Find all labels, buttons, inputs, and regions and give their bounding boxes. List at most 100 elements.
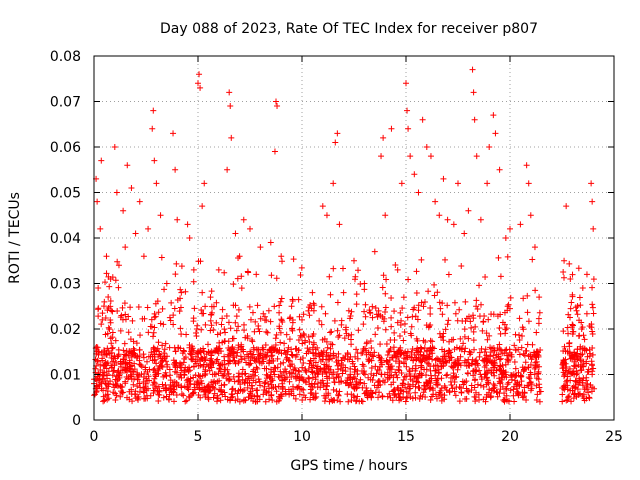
data-point bbox=[496, 166, 503, 173]
data-point bbox=[338, 357, 345, 364]
data-point bbox=[288, 351, 295, 358]
data-point bbox=[589, 284, 596, 291]
data-point bbox=[516, 383, 523, 390]
data-point bbox=[560, 348, 567, 355]
data-point bbox=[293, 384, 300, 391]
data-point bbox=[453, 373, 460, 380]
data-point bbox=[198, 355, 205, 362]
data-point bbox=[401, 355, 408, 362]
data-point bbox=[436, 299, 443, 306]
data-point bbox=[505, 357, 512, 364]
data-point bbox=[367, 310, 374, 317]
data-point bbox=[171, 305, 178, 312]
data-point bbox=[95, 306, 102, 313]
data-point bbox=[274, 103, 281, 110]
data-point bbox=[270, 346, 277, 353]
data-point bbox=[574, 311, 581, 318]
data-point bbox=[251, 372, 258, 379]
data-point bbox=[243, 359, 250, 366]
data-point bbox=[96, 376, 103, 383]
data-point bbox=[346, 375, 353, 382]
data-point bbox=[584, 353, 591, 360]
data-point bbox=[451, 388, 458, 395]
data-point bbox=[233, 352, 240, 359]
data-point bbox=[563, 378, 570, 385]
data-point bbox=[228, 134, 235, 141]
data-point bbox=[456, 398, 463, 405]
data-point bbox=[166, 366, 173, 373]
data-point bbox=[559, 391, 566, 398]
data-point bbox=[456, 383, 463, 390]
data-point bbox=[339, 265, 346, 272]
data-point bbox=[571, 358, 578, 365]
data-point bbox=[160, 394, 167, 401]
data-point bbox=[132, 388, 139, 395]
data-point bbox=[378, 361, 385, 368]
data-point bbox=[496, 356, 503, 363]
data-point bbox=[254, 302, 261, 309]
data-point bbox=[260, 354, 267, 361]
data-point bbox=[560, 328, 567, 335]
data-point bbox=[404, 314, 411, 321]
data-point bbox=[248, 337, 255, 344]
data-point bbox=[532, 287, 539, 294]
data-point bbox=[124, 162, 131, 169]
data-point bbox=[503, 325, 510, 332]
data-point bbox=[160, 321, 167, 328]
data-point bbox=[522, 359, 529, 366]
data-point bbox=[470, 372, 477, 379]
data-point bbox=[178, 289, 185, 296]
data-point bbox=[470, 312, 477, 319]
data-point bbox=[219, 372, 226, 379]
data-point bbox=[269, 352, 276, 359]
data-point bbox=[261, 383, 268, 390]
data-point bbox=[214, 395, 221, 402]
data-point bbox=[450, 370, 457, 377]
data-point bbox=[164, 361, 171, 368]
data-point bbox=[295, 347, 302, 354]
data-point bbox=[398, 180, 405, 187]
data-point bbox=[522, 347, 529, 354]
data-point bbox=[477, 371, 484, 378]
data-point bbox=[178, 391, 185, 398]
data-point bbox=[396, 349, 403, 356]
data-point bbox=[193, 326, 200, 333]
data-point bbox=[504, 253, 511, 260]
data-point bbox=[256, 378, 263, 385]
data-point bbox=[301, 332, 308, 339]
data-point bbox=[406, 371, 413, 378]
data-point bbox=[322, 310, 329, 317]
data-point bbox=[265, 307, 272, 314]
data-point bbox=[166, 314, 173, 321]
data-point bbox=[407, 394, 414, 401]
data-point bbox=[446, 389, 453, 396]
data-point bbox=[239, 388, 246, 395]
data-point bbox=[101, 397, 108, 404]
data-point bbox=[388, 314, 395, 321]
data-point bbox=[335, 366, 342, 373]
data-point bbox=[281, 347, 288, 354]
data-point bbox=[163, 280, 170, 287]
data-point bbox=[478, 373, 485, 380]
data-point bbox=[483, 330, 490, 337]
data-point bbox=[159, 342, 166, 349]
data-point bbox=[299, 396, 306, 403]
data-point bbox=[427, 304, 434, 311]
data-point bbox=[137, 361, 144, 368]
data-point bbox=[353, 291, 360, 298]
data-point bbox=[342, 326, 349, 333]
data-point bbox=[253, 271, 260, 278]
data-point bbox=[305, 307, 312, 314]
data-point bbox=[188, 343, 195, 350]
data-point bbox=[190, 347, 197, 354]
data-point bbox=[225, 319, 232, 326]
data-point bbox=[390, 387, 397, 394]
data-point bbox=[414, 375, 421, 382]
data-point bbox=[500, 396, 507, 403]
data-point bbox=[134, 376, 141, 383]
data-point bbox=[221, 338, 228, 345]
data-point bbox=[115, 262, 122, 269]
data-point bbox=[296, 374, 303, 381]
data-point bbox=[491, 382, 498, 389]
data-point bbox=[122, 311, 129, 318]
